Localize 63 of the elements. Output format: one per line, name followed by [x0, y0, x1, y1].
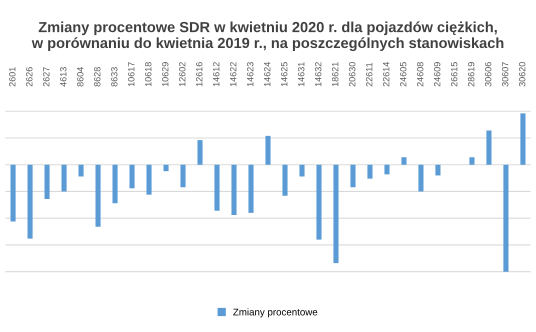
bar [28, 164, 33, 239]
bar [418, 164, 424, 192]
bar [95, 164, 101, 227]
bar [231, 164, 237, 216]
bar [469, 157, 474, 165]
x-tick-label: 30607 [502, 62, 508, 87]
x-tick-label: 12602 [179, 62, 186, 86]
x-tick-label: 30620 [518, 62, 526, 87]
x-tick-label: 10618 [145, 62, 152, 86]
bar [367, 164, 373, 179]
bar [282, 164, 288, 196]
bar [197, 140, 203, 165]
x-tick-label: 2626 [26, 67, 32, 86]
bar [180, 164, 186, 188]
x-tick-label: 2601 [9, 67, 16, 86]
bar [503, 164, 508, 272]
bar [265, 136, 271, 165]
x-tick-label: 14631 [298, 62, 304, 86]
x-tick-label: 14622 [230, 62, 236, 86]
x-tick-label: 14624 [264, 62, 270, 86]
bar [10, 164, 16, 222]
bar [163, 164, 169, 172]
x-tick-label: 24608 [416, 62, 424, 86]
bar [44, 164, 50, 199]
bar [78, 164, 84, 177]
x-tick-label: 10617 [128, 62, 134, 86]
bar [486, 130, 492, 165]
x-tick-label: 4613 [60, 67, 66, 87]
bar [316, 164, 322, 240]
x-tick-label: 20630 [349, 62, 356, 86]
x-tick-label: 8628 [94, 67, 100, 86]
bar [214, 164, 220, 211]
x-tick-label: 2627 [43, 67, 50, 86]
bar [129, 164, 135, 188]
bar [333, 164, 339, 264]
x-tick-label: 22611 [366, 62, 372, 86]
bar [146, 164, 152, 195]
x-tick-label: 24605 [400, 62, 406, 86]
x-tick-label: 30606 [484, 62, 492, 87]
x-tick-label: 14612 [213, 62, 220, 86]
legend-label: Zmiany procentowe [233, 308, 318, 318]
bar [248, 164, 254, 213]
bar [350, 164, 356, 188]
x-tick-label: 8633 [111, 67, 118, 86]
x-tick-label: 26615 [450, 62, 458, 86]
chart-title: Zmiany procentowe SDR w kwietniu 2020 r. dla pojazdów ciężkich, w porównaniu do kwietnia 2019 r., na poszczególnych stanowiskach [32, 21, 504, 52]
bar [435, 164, 441, 176]
bar [384, 164, 390, 174]
x-tick-label: 22614 [383, 62, 390, 86]
x-tick-label: 14625 [281, 62, 288, 86]
x-tick-label: 12616 [196, 62, 202, 86]
bar [112, 164, 118, 204]
x-tick-label: 10629 [162, 62, 168, 86]
x-tick-label: 18621 [332, 62, 338, 86]
x-tick-label: 28619 [468, 62, 474, 86]
bar [62, 164, 67, 192]
x-tick-label: 8604 [77, 67, 84, 86]
bar [299, 164, 305, 177]
bar [401, 157, 407, 165]
bar [520, 113, 526, 165]
x-tick-label: 14632 [315, 62, 322, 86]
x-tick-label: 14623 [247, 62, 254, 86]
x-tick-label: 24609 [434, 62, 440, 86]
